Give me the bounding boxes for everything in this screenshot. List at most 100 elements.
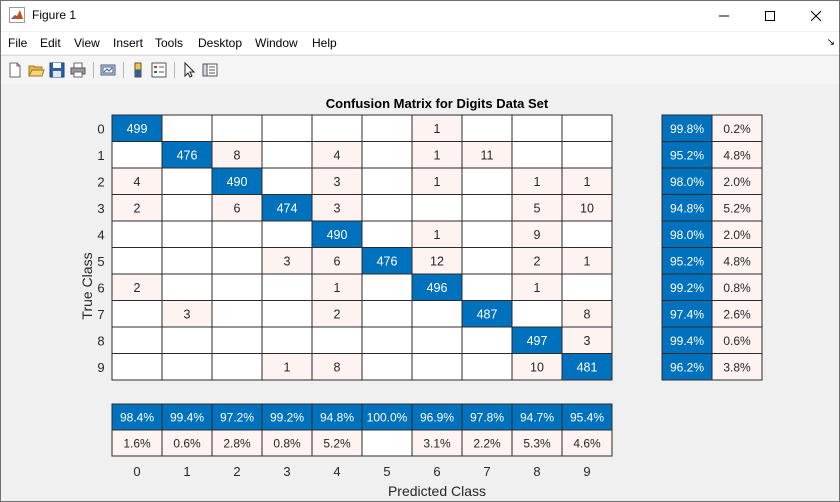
cell-value-label: 10 — [530, 360, 544, 374]
matrix-cell — [211, 273, 263, 301]
x-axis-label: Predicted Class — [388, 483, 486, 499]
x-tick-label: 5 — [383, 464, 390, 479]
matrix-cell — [361, 247, 413, 275]
cell-value-label: 5 — [534, 201, 541, 215]
col-correct-cell — [561, 403, 613, 431]
y-tick-label: 8 — [97, 333, 104, 348]
x-tick-label: 8 — [533, 464, 540, 479]
matrix-cell — [461, 353, 513, 381]
cell-value-label: 3 — [334, 201, 341, 215]
insert-legend-icon[interactable] — [150, 61, 168, 79]
matrix-cell — [161, 273, 213, 301]
col-incorrect-cell — [511, 429, 563, 457]
menu-edit[interactable]: Edit — [40, 36, 61, 50]
y-tick-label: 2 — [97, 174, 104, 189]
insert-colorbar-icon[interactable] — [129, 61, 147, 79]
chart-title: Confusion Matrix for Digits Data Set — [326, 96, 549, 111]
row-incorrect-label: 0.2% — [723, 122, 751, 136]
menu-desktop[interactable]: Desktop — [198, 36, 243, 50]
link-plot-icon[interactable] — [99, 61, 117, 79]
matrix-cell — [411, 194, 463, 222]
matrix-cell — [411, 326, 463, 354]
col-incorrect-cell — [411, 429, 463, 457]
toolbar-separator — [174, 62, 175, 78]
print-icon[interactable] — [69, 61, 87, 79]
cell-value-label: 499 — [127, 122, 148, 136]
y-tick-label: 6 — [97, 280, 104, 295]
cell-value-label: 3 — [334, 175, 341, 189]
menu-file[interactable]: File — [8, 36, 28, 50]
matrix-cell — [211, 353, 263, 381]
col-correct-cell — [211, 403, 263, 431]
row-correct-label: 98.0% — [670, 175, 704, 189]
matrix-cell — [311, 220, 363, 248]
figure-canvas[interactable]: Confusion Matrix for Digits Data Set Pre… — [1, 84, 839, 501]
cell-value-label: 476 — [177, 148, 198, 162]
menu-insert[interactable]: Insert — [113, 36, 144, 50]
col-correct-cell — [161, 403, 213, 431]
row-correct-cell — [661, 326, 713, 354]
matrix-cell — [161, 300, 213, 328]
menu-tools[interactable]: Tools — [155, 36, 184, 50]
close-button[interactable] — [793, 1, 839, 31]
col-correct-cell — [411, 403, 463, 431]
cell-value-label: 8 — [334, 360, 341, 374]
matrix-cell — [511, 141, 563, 169]
matrix-cell — [361, 273, 413, 301]
y-axis-label: True Class — [79, 252, 95, 319]
cell-value-label: 497 — [527, 334, 548, 348]
matrix-cell — [461, 141, 513, 169]
cell-value-label: 1 — [434, 228, 441, 242]
minimize-button[interactable] — [701, 1, 747, 31]
matrix-cell — [361, 220, 413, 248]
matrix-cell — [411, 300, 463, 328]
col-incorrect-label: 2.8% — [223, 437, 251, 451]
open-file-icon[interactable] — [27, 61, 45, 79]
col-incorrect-cell — [161, 429, 213, 457]
matrix-cell — [111, 326, 163, 354]
menu-window[interactable]: Window — [255, 36, 298, 50]
row-correct-label: 97.4% — [670, 307, 704, 321]
save-icon[interactable] — [48, 61, 66, 79]
title-bar[interactable]: Figure 1 — [1, 1, 839, 31]
cell-value-label: 6 — [334, 254, 341, 268]
matrix-cell — [411, 353, 463, 381]
matrix-cell — [311, 326, 363, 354]
cell-value-label: 2 — [534, 254, 541, 268]
x-tick-label: 1 — [183, 464, 190, 479]
menu-view[interactable]: View — [74, 36, 100, 50]
matrix-cell — [261, 114, 313, 142]
menu-bar: File Edit View Insert Tools Desktop Wind… — [1, 32, 839, 54]
matrix-cell — [161, 326, 213, 354]
matrix-cell — [111, 353, 163, 381]
col-incorrect-label: 1.6% — [123, 437, 151, 451]
row-incorrect-cell — [711, 114, 763, 142]
x-tick-label: 2 — [233, 464, 240, 479]
close-icon — [811, 11, 821, 21]
row-incorrect-label: 0.6% — [723, 334, 751, 348]
dock-figure-icon[interactable]: ↘ — [826, 37, 835, 48]
col-correct-label: 97.8% — [470, 411, 504, 425]
edit-plot-icon[interactable] — [180, 61, 198, 79]
matrix-cell — [161, 114, 213, 142]
cell-value-label: 8 — [584, 307, 591, 321]
col-correct-label: 96.9% — [420, 411, 454, 425]
cell-value-label: 1 — [534, 281, 541, 295]
col-correct-cell — [111, 403, 163, 431]
col-correct-label: 94.8% — [320, 411, 354, 425]
cell-value-label: 481 — [577, 360, 598, 374]
property-inspector-icon[interactable] — [201, 61, 219, 79]
matrix-cell — [361, 300, 413, 328]
row-correct-cell — [661, 300, 713, 328]
matrix-cell — [211, 300, 263, 328]
menu-help[interactable]: Help — [312, 36, 337, 50]
col-incorrect-label: 5.3% — [523, 437, 551, 451]
col-correct-label: 97.2% — [220, 411, 254, 425]
toolbar-separator — [93, 62, 94, 78]
matrix-cell — [461, 194, 513, 222]
maximize-button[interactable] — [747, 1, 793, 31]
new-figure-icon[interactable] — [6, 61, 24, 79]
matrix-cell — [261, 326, 313, 354]
cell-value-label: 8 — [234, 148, 241, 162]
cell-value-label: 3 — [584, 334, 591, 348]
